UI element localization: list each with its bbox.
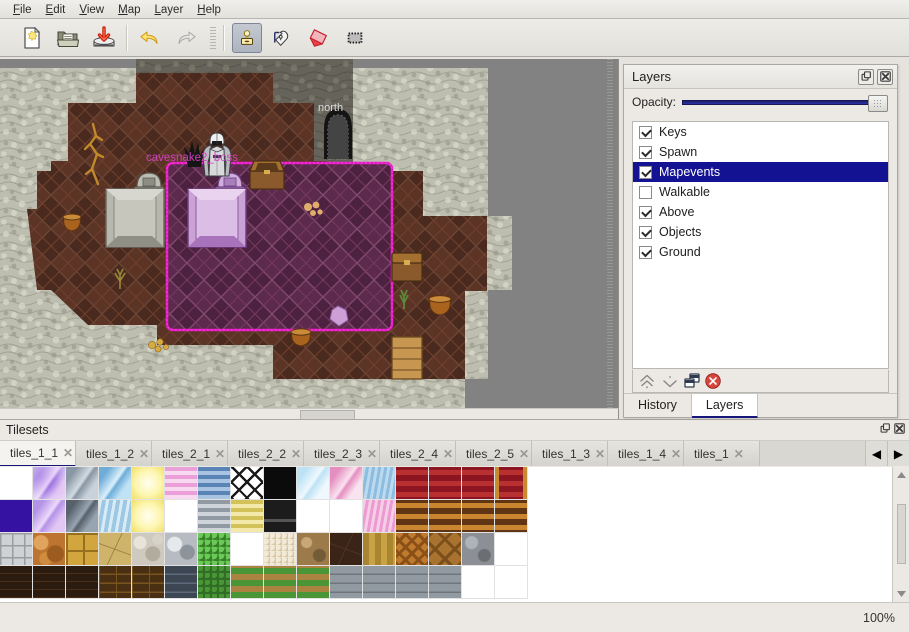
svg-text:north: north <box>318 102 343 114</box>
svg-text:cavesnake2_boss: cavesnake2_boss <box>146 152 238 164</box>
